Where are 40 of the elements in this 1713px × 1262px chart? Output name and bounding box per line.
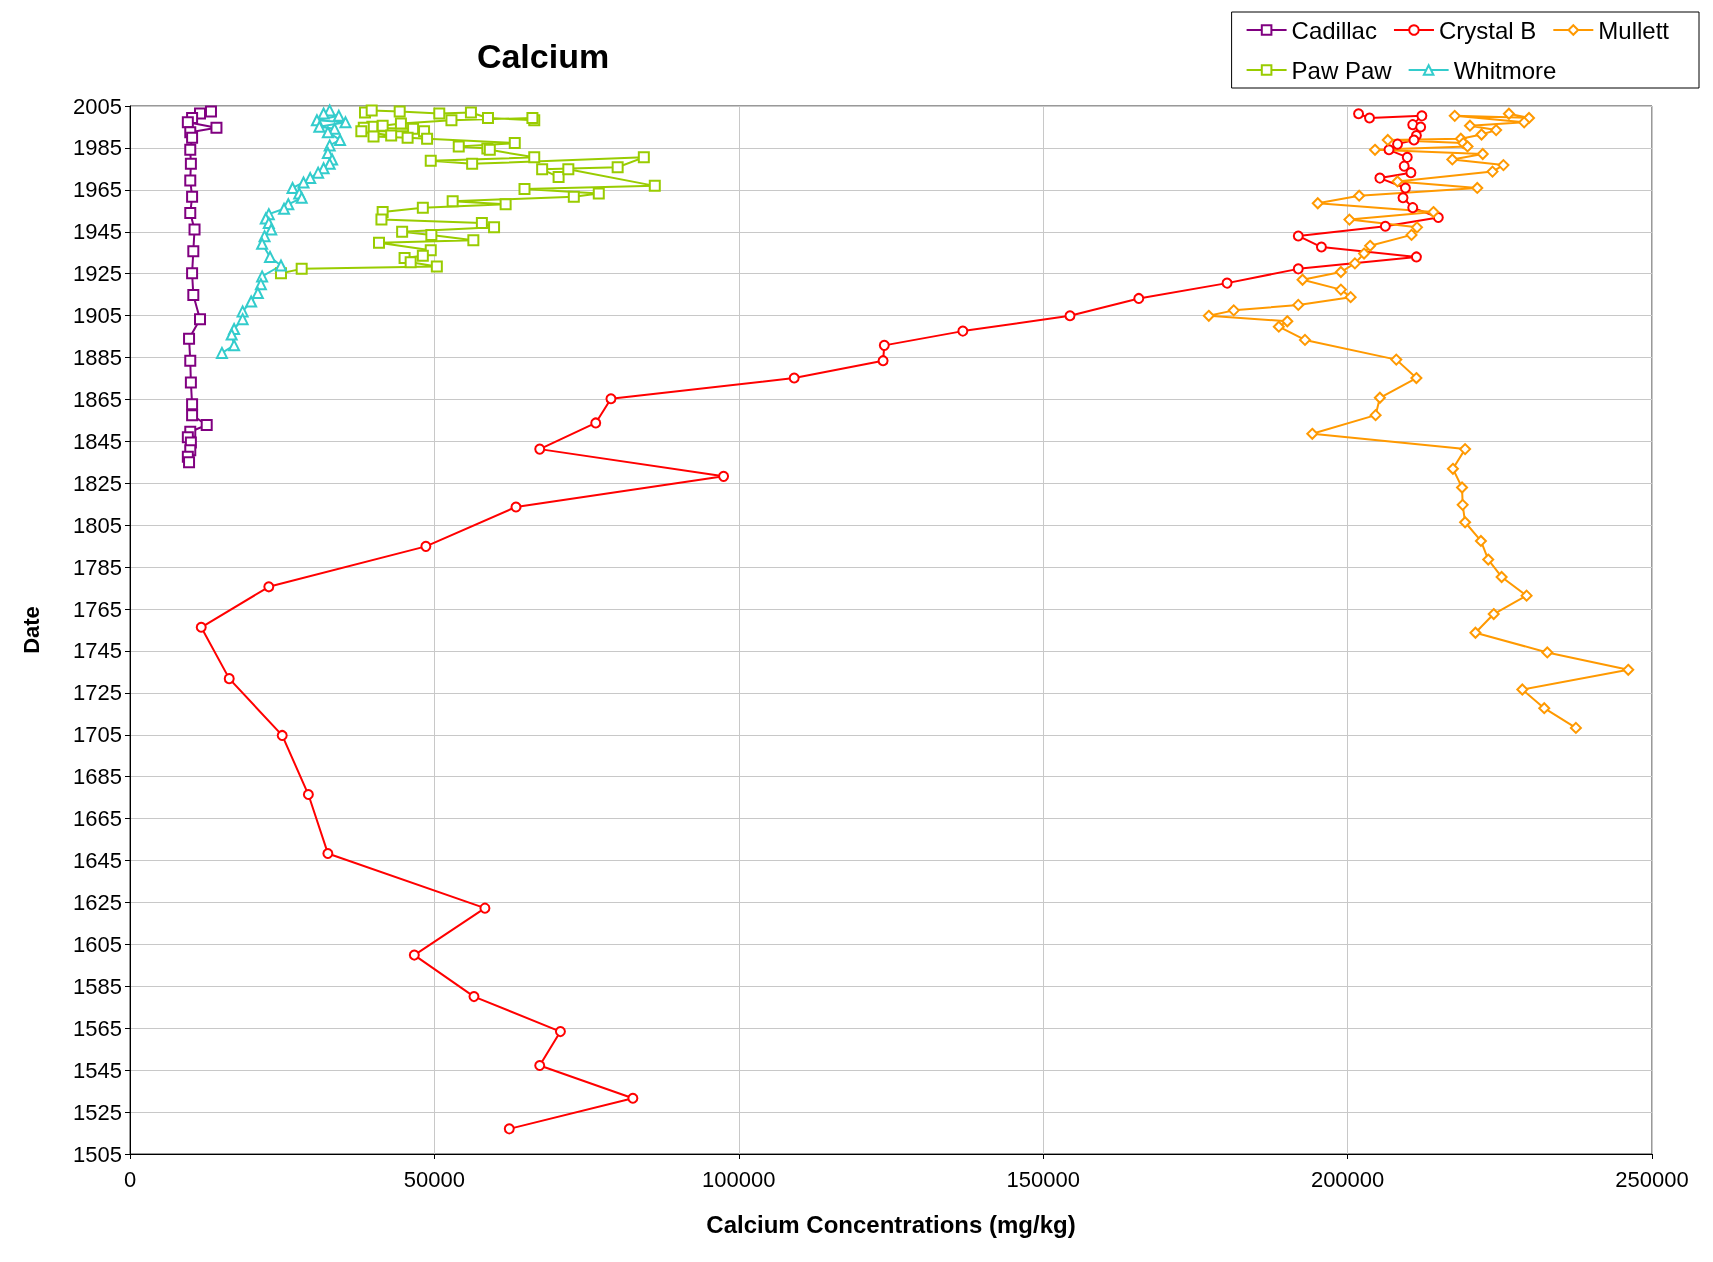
legend-label: Crystal B bbox=[1438, 16, 1537, 44]
y-tick-label: 1605 bbox=[73, 931, 122, 957]
y-tick-label: 2005 bbox=[73, 93, 122, 119]
legend-label: Whitmore bbox=[1453, 56, 1557, 84]
x-tick-label: 100000 bbox=[702, 1166, 776, 1192]
legend-label: Mullett bbox=[1598, 16, 1670, 44]
y-axis-title: Date bbox=[18, 606, 44, 654]
y-tick-label: 1625 bbox=[73, 889, 122, 915]
y-tick-label: 1925 bbox=[73, 261, 122, 287]
y-tick-label: 1685 bbox=[73, 764, 122, 790]
x-tick-label: 50000 bbox=[403, 1166, 465, 1192]
y-tick-label: 1805 bbox=[73, 512, 122, 538]
x-tick-label: 200000 bbox=[1310, 1166, 1385, 1192]
y-tick-label: 1505 bbox=[73, 1141, 122, 1167]
chart-title: Calcium bbox=[476, 37, 610, 75]
x-axis-title: Calcium Concentrations (mg/kg) bbox=[706, 1210, 1076, 1238]
legend-label: Cadillac bbox=[1291, 16, 1377, 44]
y-tick-label: 1765 bbox=[73, 596, 122, 622]
x-tick-label: 0 bbox=[123, 1166, 137, 1192]
y-tick-label: 1985 bbox=[73, 135, 122, 161]
legend-label: Paw Paw bbox=[1291, 56, 1393, 84]
y-tick-label: 1525 bbox=[73, 1099, 122, 1125]
y-tick-label: 1585 bbox=[73, 973, 122, 999]
y-tick-label: 1565 bbox=[73, 1015, 122, 1041]
y-tick-label: 1945 bbox=[73, 219, 122, 245]
y-tick-label: 1705 bbox=[73, 722, 122, 748]
y-tick-label: 1865 bbox=[73, 386, 122, 412]
y-tick-label: 1825 bbox=[73, 470, 122, 496]
y-tick-label: 1785 bbox=[73, 554, 122, 580]
x-tick-label: 150000 bbox=[1006, 1166, 1080, 1192]
y-tick-label: 1665 bbox=[73, 806, 122, 832]
y-tick-label: 1885 bbox=[73, 345, 122, 371]
y-tick-label: 1905 bbox=[73, 303, 122, 329]
y-tick-label: 1725 bbox=[73, 680, 122, 706]
y-tick-label: 1645 bbox=[73, 848, 122, 874]
x-tick-label: 250000 bbox=[1615, 1166, 1689, 1192]
y-tick-label: 1745 bbox=[73, 638, 122, 664]
y-tick-label: 1965 bbox=[73, 177, 122, 203]
y-tick-label: 1545 bbox=[73, 1057, 122, 1083]
y-tick-label: 1845 bbox=[73, 428, 122, 454]
